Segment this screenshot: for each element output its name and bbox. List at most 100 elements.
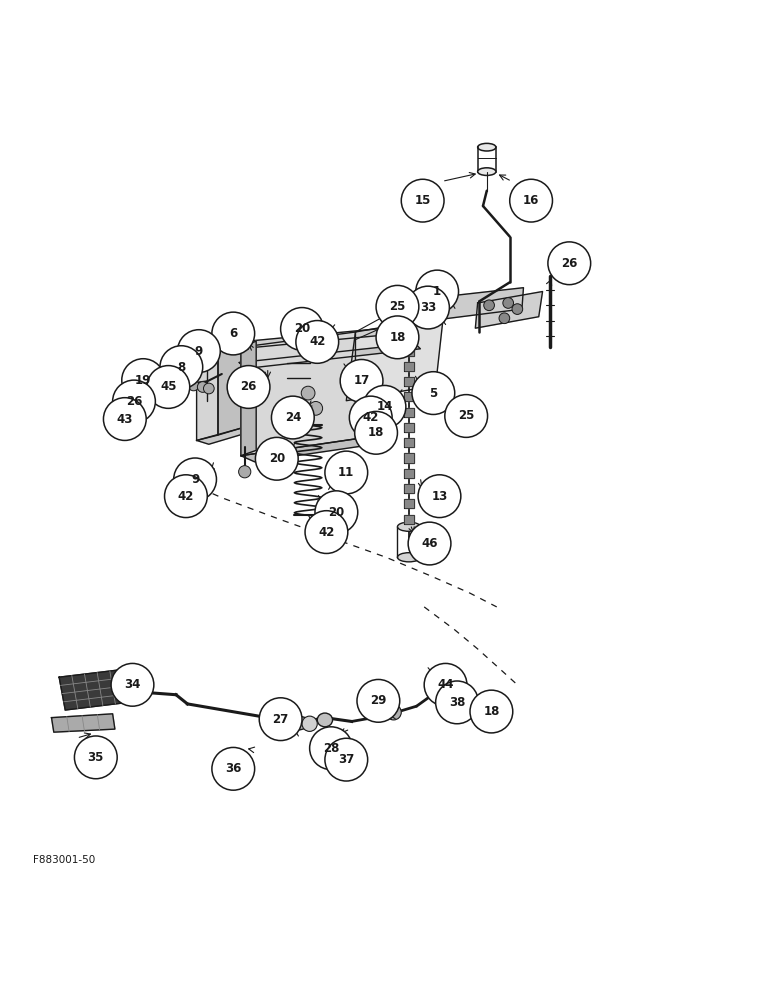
Text: 25: 25 xyxy=(389,300,405,313)
Polygon shape xyxy=(241,439,369,462)
Circle shape xyxy=(113,380,155,423)
Circle shape xyxy=(503,298,513,308)
Text: 34: 34 xyxy=(124,678,141,691)
Circle shape xyxy=(74,736,117,779)
Circle shape xyxy=(310,727,352,770)
Text: 26: 26 xyxy=(240,380,257,393)
Polygon shape xyxy=(197,347,218,440)
Text: 36: 36 xyxy=(225,762,242,775)
Polygon shape xyxy=(404,392,415,401)
Text: 38: 38 xyxy=(449,696,466,709)
Ellipse shape xyxy=(478,168,496,175)
Text: 20: 20 xyxy=(328,506,344,519)
Circle shape xyxy=(212,747,255,790)
Circle shape xyxy=(204,383,214,394)
Circle shape xyxy=(301,386,315,400)
Polygon shape xyxy=(197,428,252,444)
Polygon shape xyxy=(232,326,417,349)
Circle shape xyxy=(510,179,553,222)
Text: 18: 18 xyxy=(389,331,405,344)
Polygon shape xyxy=(476,292,543,328)
Text: 20: 20 xyxy=(269,452,285,465)
Ellipse shape xyxy=(317,713,333,727)
Polygon shape xyxy=(404,362,415,371)
Polygon shape xyxy=(404,499,415,508)
Text: 11: 11 xyxy=(338,466,354,479)
Text: 46: 46 xyxy=(422,537,438,550)
Polygon shape xyxy=(404,469,415,478)
Circle shape xyxy=(416,270,459,313)
Circle shape xyxy=(548,242,591,285)
Circle shape xyxy=(256,437,298,480)
Polygon shape xyxy=(347,317,443,401)
Circle shape xyxy=(363,385,406,428)
Ellipse shape xyxy=(398,553,421,562)
Circle shape xyxy=(147,366,190,408)
Circle shape xyxy=(178,330,220,372)
Circle shape xyxy=(174,458,216,501)
Circle shape xyxy=(484,300,494,311)
Circle shape xyxy=(305,511,348,553)
Text: 24: 24 xyxy=(285,411,301,424)
Circle shape xyxy=(386,705,401,720)
Text: 29: 29 xyxy=(371,694,387,707)
Circle shape xyxy=(302,716,317,731)
Text: 13: 13 xyxy=(432,490,448,503)
Circle shape xyxy=(408,522,451,565)
Circle shape xyxy=(111,663,154,706)
Text: 16: 16 xyxy=(523,194,540,207)
Text: 27: 27 xyxy=(273,713,289,726)
Polygon shape xyxy=(241,332,355,456)
Text: 9: 9 xyxy=(191,473,199,486)
Text: 33: 33 xyxy=(420,301,436,314)
Text: 9: 9 xyxy=(195,345,203,358)
Circle shape xyxy=(198,382,208,392)
Text: 1: 1 xyxy=(433,285,442,298)
Text: 14: 14 xyxy=(376,400,393,413)
Polygon shape xyxy=(404,408,415,417)
Ellipse shape xyxy=(398,522,421,531)
Text: 19: 19 xyxy=(135,374,151,387)
Circle shape xyxy=(272,396,314,439)
Circle shape xyxy=(212,312,255,355)
Polygon shape xyxy=(404,453,415,463)
Circle shape xyxy=(412,372,455,414)
Text: 42: 42 xyxy=(178,490,194,503)
Circle shape xyxy=(435,681,479,724)
Circle shape xyxy=(227,366,270,408)
Polygon shape xyxy=(404,423,415,432)
Text: 37: 37 xyxy=(338,753,354,766)
Polygon shape xyxy=(239,343,421,369)
Circle shape xyxy=(357,679,400,722)
Ellipse shape xyxy=(287,716,309,730)
Text: 42: 42 xyxy=(309,335,326,348)
Text: 42: 42 xyxy=(318,526,334,539)
Polygon shape xyxy=(52,714,115,732)
Circle shape xyxy=(259,698,302,741)
Text: 44: 44 xyxy=(437,678,454,691)
Circle shape xyxy=(418,475,461,518)
Polygon shape xyxy=(404,515,415,524)
Circle shape xyxy=(160,346,203,389)
Text: F883001-50: F883001-50 xyxy=(33,855,96,865)
Circle shape xyxy=(264,713,279,728)
Circle shape xyxy=(401,179,444,222)
Circle shape xyxy=(103,398,146,440)
Text: 35: 35 xyxy=(87,751,104,764)
Circle shape xyxy=(376,285,419,328)
Circle shape xyxy=(239,466,251,478)
Circle shape xyxy=(407,286,449,329)
Polygon shape xyxy=(404,438,415,447)
Text: 17: 17 xyxy=(354,374,370,387)
Polygon shape xyxy=(241,341,256,456)
Text: 18: 18 xyxy=(368,426,384,439)
Circle shape xyxy=(164,475,208,518)
Text: 18: 18 xyxy=(483,705,499,718)
Circle shape xyxy=(280,308,323,350)
Circle shape xyxy=(512,304,523,314)
Circle shape xyxy=(122,359,164,401)
Text: 6: 6 xyxy=(229,327,238,340)
Text: 43: 43 xyxy=(117,413,133,426)
Circle shape xyxy=(188,380,199,391)
Polygon shape xyxy=(404,484,415,493)
